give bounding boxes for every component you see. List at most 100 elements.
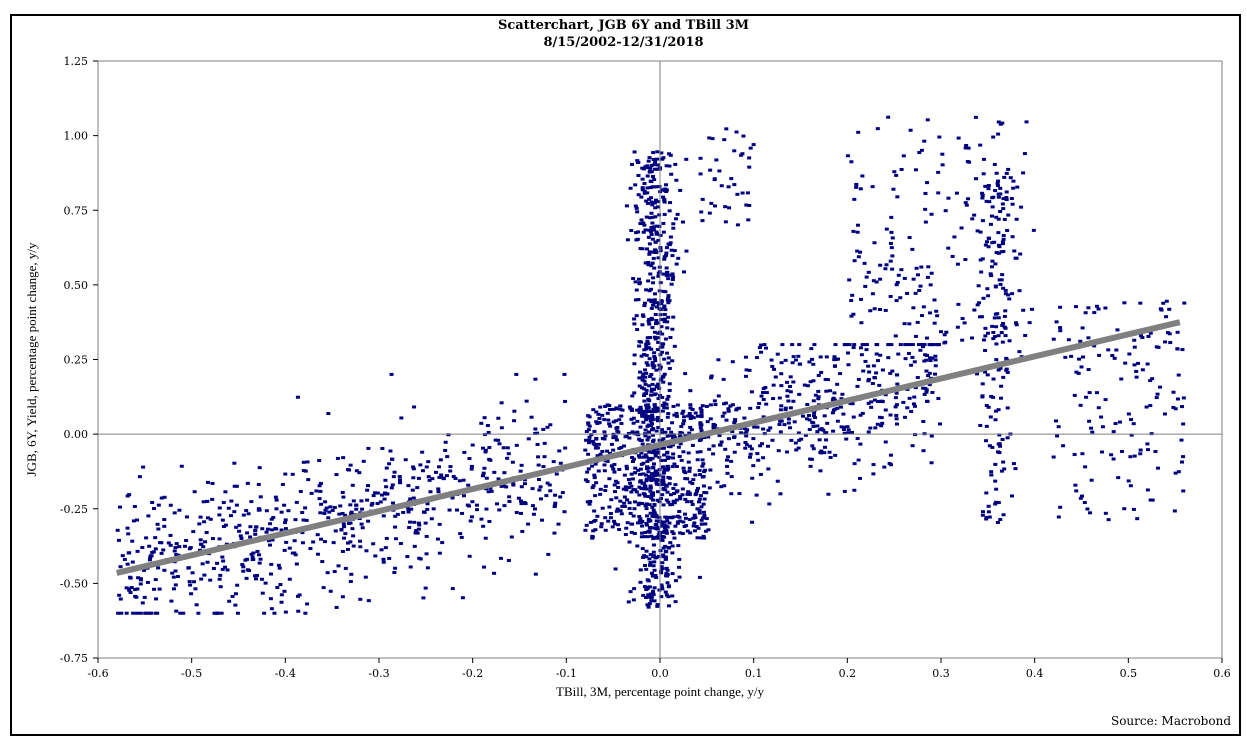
data-point — [197, 522, 202, 526]
data-point — [221, 501, 226, 505]
data-point — [921, 449, 926, 453]
data-point — [907, 236, 912, 240]
data-point — [303, 506, 308, 510]
data-point — [303, 611, 308, 615]
data-point — [607, 505, 612, 509]
data-point — [687, 411, 692, 415]
data-point — [649, 492, 654, 496]
data-point — [983, 349, 988, 353]
data-point — [156, 503, 161, 507]
data-point — [506, 558, 511, 562]
data-point — [656, 274, 661, 278]
data-point — [850, 293, 855, 297]
data-point — [810, 420, 815, 424]
data-point — [156, 527, 161, 531]
data-point — [171, 587, 176, 591]
data-point — [1000, 240, 1005, 244]
data-point — [992, 163, 997, 167]
data-point — [644, 555, 649, 559]
data-point — [651, 174, 656, 178]
data-point — [649, 163, 654, 167]
data-point — [522, 478, 527, 482]
data-point — [1001, 375, 1006, 379]
data-point — [422, 510, 427, 514]
data-point — [617, 527, 622, 531]
data-point — [1182, 301, 1187, 305]
data-point — [629, 490, 634, 494]
data-point — [690, 481, 695, 485]
data-point — [919, 265, 924, 269]
data-point — [729, 177, 734, 181]
data-point — [984, 424, 989, 428]
data-point — [717, 433, 722, 437]
data-point — [663, 555, 668, 559]
data-point — [980, 395, 985, 399]
data-point — [663, 337, 668, 341]
data-point — [672, 462, 677, 466]
data-point — [638, 568, 643, 572]
data-point — [174, 609, 179, 613]
data-point — [895, 382, 900, 386]
data-point — [619, 414, 624, 418]
data-point — [635, 408, 640, 412]
data-point — [328, 505, 333, 509]
data-point — [652, 330, 657, 334]
data-point — [203, 540, 208, 544]
data-point — [348, 580, 353, 584]
data-point — [659, 565, 664, 569]
data-point — [350, 483, 355, 487]
data-point — [223, 523, 228, 527]
data-point — [864, 348, 869, 352]
data-point — [1004, 368, 1009, 372]
data-point — [645, 363, 650, 367]
data-point — [711, 452, 716, 456]
data-point — [650, 526, 655, 530]
data-point — [889, 343, 894, 347]
data-point — [1056, 515, 1061, 519]
data-point — [768, 426, 773, 430]
data-point — [393, 537, 398, 541]
data-point — [264, 530, 269, 534]
x-tick-label: -0.2 — [462, 667, 483, 680]
data-point — [800, 414, 805, 418]
data-point — [698, 421, 703, 425]
data-point — [268, 522, 273, 526]
data-point — [136, 576, 141, 580]
data-point — [426, 475, 431, 479]
data-point — [907, 322, 912, 326]
data-point — [373, 491, 378, 495]
data-point — [620, 504, 625, 508]
data-point — [680, 220, 685, 224]
data-point — [856, 458, 861, 462]
data-point — [913, 168, 918, 172]
data-point — [636, 433, 641, 437]
data-point — [764, 402, 769, 406]
data-point — [991, 135, 996, 139]
data-point — [650, 185, 655, 189]
data-point — [253, 574, 258, 578]
data-point — [668, 241, 673, 245]
data-point — [984, 439, 989, 443]
data-point — [698, 426, 703, 430]
data-point — [585, 480, 590, 484]
data-point — [902, 322, 907, 326]
data-point — [484, 476, 489, 480]
data-point — [645, 416, 650, 420]
data-point — [539, 518, 544, 522]
data-point — [866, 270, 871, 274]
data-point — [656, 425, 661, 429]
data-point — [993, 462, 998, 466]
data-point — [784, 450, 789, 454]
data-point — [642, 387, 647, 391]
data-point — [622, 495, 627, 499]
data-point — [645, 514, 650, 518]
data-point — [671, 515, 676, 519]
data-point — [654, 519, 659, 523]
data-point — [1090, 430, 1095, 434]
data-point — [891, 187, 896, 191]
data-point — [618, 407, 623, 411]
data-point — [678, 433, 683, 437]
data-point — [1076, 371, 1081, 375]
data-point — [644, 406, 649, 410]
data-point — [194, 603, 199, 607]
